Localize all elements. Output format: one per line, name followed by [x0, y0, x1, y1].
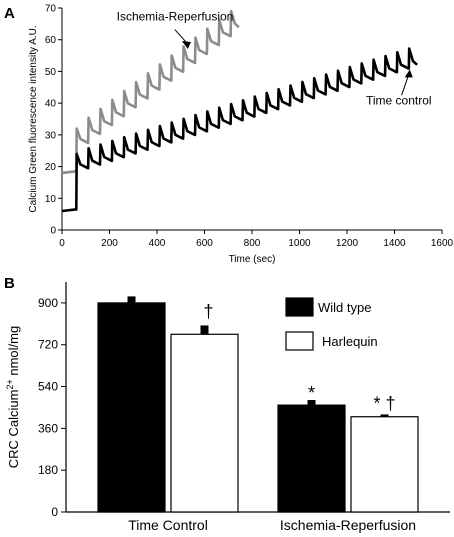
panel-a-x-tick-label-0: 0 — [59, 238, 65, 249]
error-bar-wild-type-ischemia-reperfusion — [307, 400, 316, 406]
legend-label-1: Harlequin — [322, 334, 378, 349]
error-bar-harlequin-ischemia-reperfusion — [380, 414, 389, 417]
panel-b-y-tick-label-5: 900 — [38, 296, 58, 310]
bar-wild-type-time-control — [97, 302, 166, 513]
panel-b-y-tick-label-4: 720 — [38, 338, 58, 352]
panel-a-y-tick-label-4: 40 — [45, 99, 57, 110]
panel-a-y-tick-label-3: 30 — [45, 130, 57, 141]
category-label-0: Time Control — [128, 517, 208, 533]
annotation-arrowhead-time-control — [404, 69, 413, 78]
annotation-ischemia-reperfusion: Ischemia-Reperfusion — [117, 10, 234, 24]
ylabel-part-main: CRC Calcium — [6, 390, 21, 469]
panel-b-category-labels: Time Control Ischemia-Reperfusion — [128, 517, 416, 533]
error-bar-wild-type-time-control — [127, 296, 136, 303]
panel-a-x-tick-label-5: 1000 — [288, 238, 311, 249]
panel-a-y-axis-label: Calcium Green fluorescence intensity A.U… — [28, 25, 39, 212]
significance-marker-0: † — [203, 301, 213, 321]
panel-a-series — [61, 9, 418, 213]
panel-b-y-ticks: 0 180 360 540 720 900 — [38, 296, 66, 519]
panel-a-x-tick-label-1: 200 — [101, 238, 118, 249]
series-line-time-control — [61, 47, 418, 213]
panel-a-y-tick-label-2: 20 — [45, 162, 57, 173]
panel-b-bar-chart: 0 180 360 540 720 900 Time Control Ischemia-Re… — [5, 282, 450, 533]
panel-a-y-tick-label-6: 60 — [45, 35, 57, 46]
annotation-time-control: Time control — [366, 94, 432, 108]
panel-b-y-axis-label: CRC Calcium2+ nmol/mg — [5, 326, 21, 468]
panel-b-y-tick-label-3: 540 — [38, 380, 58, 394]
panel-a-x-tick-label-2: 400 — [149, 238, 166, 249]
panel-a-x-tick-label-7: 1400 — [383, 238, 406, 249]
panel-a-line-chart: 0 10 20 30 40 50 60 70 0 200 400 600 800 1000 1200 140… — [28, 4, 454, 266]
annotation-arrow-time-control — [401, 74, 410, 96]
panel-b-legend: Wild type Harlequin — [285, 297, 378, 351]
panel-b-y-tick-label-2: 360 — [38, 421, 58, 435]
bar-wild-type-ischemia-reperfusion — [277, 404, 346, 513]
panel-label-b: B — [4, 275, 15, 292]
legend-label-0: Wild type — [318, 300, 371, 315]
panel-a-y-ticks: 0 10 20 30 40 50 60 70 — [45, 4, 62, 237]
panel-a-x-tick-label-4: 800 — [244, 238, 261, 249]
panel-a-y-tick-label-5: 50 — [45, 67, 57, 78]
panel-a-x-tick-label-6: 1200 — [336, 238, 359, 249]
panel-b-significance-markers: † * * † — [203, 301, 395, 413]
panel-a-x-tick-label-8: 1600 — [431, 238, 454, 249]
bar-harlequin-time-control — [170, 333, 239, 513]
panel-a-y-tick-label-1: 10 — [45, 194, 57, 205]
panel-b-y-tick-label-1: 180 — [38, 463, 58, 477]
panel-a-y-tick-label-7: 70 — [45, 4, 57, 15]
panel-b-bars — [97, 296, 419, 513]
legend-swatch-0 — [285, 297, 314, 317]
panel-a-y-tick-label-0: 0 — [50, 226, 56, 237]
ylabel-part-superscript: 2+ — [5, 379, 15, 389]
panel-a-x-axis-label: Time (sec) — [229, 254, 276, 265]
bar-harlequin-ischemia-reperfusion — [350, 416, 419, 513]
panel-a-x-ticks: 0 200 400 600 800 1000 1200 1400 1600 — [59, 230, 454, 249]
panel-a-x-tick-label-3: 600 — [196, 238, 213, 249]
category-label-1: Ischemia-Reperfusion — [280, 517, 416, 533]
ylabel-part-unit: nmol/mg — [6, 326, 21, 379]
panel-label-a: A — [4, 5, 15, 22]
legend-swatch-1 — [285, 331, 314, 351]
significance-marker-2: * † — [373, 393, 395, 413]
panel-b-y-tick-label-0: 0 — [51, 505, 58, 519]
error-bar-harlequin-time-control — [200, 325, 209, 335]
series-line-ischemia-reperfusion — [61, 9, 240, 175]
annotation-arrowhead-ischemia-reperfusion — [181, 41, 191, 50]
significance-marker-1: * — [308, 383, 315, 403]
